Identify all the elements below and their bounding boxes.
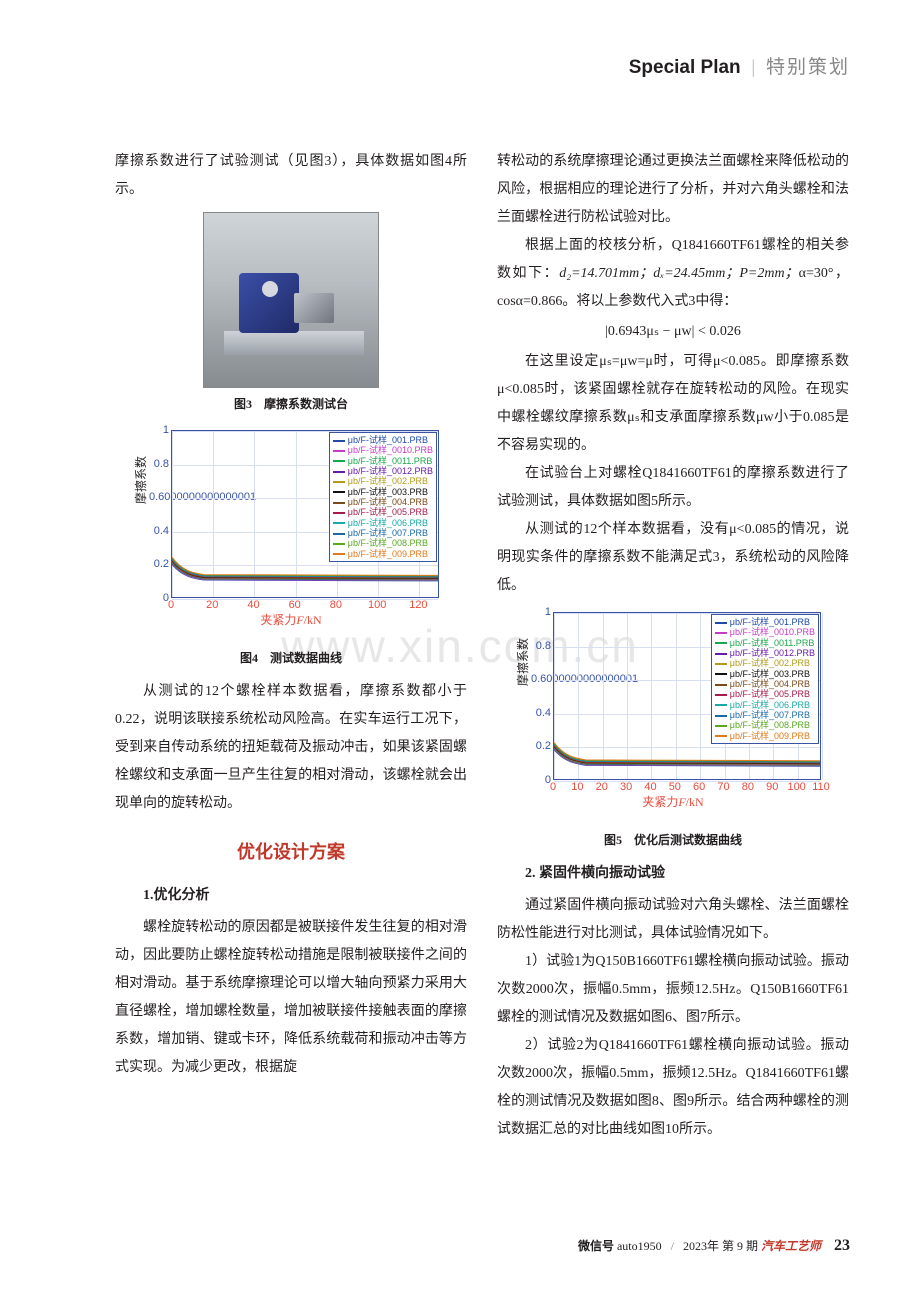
left-p3: 螺栓旋转松动的原因都是被联接件发生往复的相对滑动，因此要防止螺栓旋转松动措施是限…: [115, 914, 467, 1082]
right-p7: 1）试验1为Q150B1660TF61螺栓横向振动试验。振动次数2000次，振幅…: [497, 948, 849, 1032]
page-header: Special Plan | 特别策划: [629, 52, 850, 79]
figure-3-caption: 图3 摩擦系数测试台: [115, 392, 467, 416]
left-p2: 从测试的12个螺栓样本数据看，摩擦系数都小于0.22，说明该联接系统松动风险高。…: [115, 678, 467, 818]
subhead-1: 1.优化分析: [115, 882, 467, 910]
right-p5: 从测试的12个样本数据看，没有μ<0.085的情况，说明现实条件的摩擦系数不能满…: [497, 516, 849, 600]
section-title-optimize: 优化设计方案: [115, 834, 467, 870]
right-p2b: d₂=14.701mm；dₓ=24.45mm；P=2mm；: [559, 266, 798, 281]
figure-4-caption: 图4 测试数据曲线: [115, 646, 467, 670]
footer-wechat: auto1950: [617, 1239, 662, 1253]
header-divider: |: [751, 57, 755, 78]
footer-issue: 2023年 第 9 期: [683, 1239, 758, 1253]
footer-wechat-label: 微信号: [578, 1239, 614, 1253]
left-p1: 摩擦系数进行了试验测试（见图3），具体数据如图4所示。: [115, 148, 467, 204]
right-column: 转松动的系统摩擦理论通过更换法兰面螺栓来降低松动的风险，根据相应的理论进行了分析…: [497, 148, 849, 1144]
figure-4-chart: 00.20.40.60000000000000010.8102040608010…: [131, 424, 451, 642]
right-p4: 在试验台上对螺栓Q1841660TF61的摩擦系数进行了试验测试，具体数据如图5…: [497, 460, 849, 516]
header-en: Special Plan: [629, 57, 741, 78]
right-p8: 2）试验2为Q1841660TF61螺栓横向振动试验。振动次数2000次，振幅0…: [497, 1032, 849, 1144]
figure-3-photo: [203, 212, 379, 388]
right-p6: 通过紧固件横向振动试验对六角头螺栓、法兰面螺栓防松性能进行对比测试，具体试验情况…: [497, 892, 849, 948]
formula-3: |0.6943μₛ − μᴡ| < 0.026: [497, 318, 849, 346]
content-area: 摩擦系数进行了试验测试（见图3），具体数据如图4所示。 图3 摩擦系数测试台 0…: [115, 148, 850, 1144]
right-p2: 根据上面的校核分析，Q1841660TF61螺栓的相关参数如下：d₂=14.70…: [497, 232, 849, 316]
footer-magazine: 汽车工艺师: [761, 1239, 821, 1253]
footer-page-number: 23: [834, 1237, 850, 1254]
header-cn: 特别策划: [766, 57, 850, 78]
page-footer: 微信号 auto1950 / 2023年 第 9 期 汽车工艺师 23: [578, 1237, 850, 1255]
right-p1: 转松动的系统摩擦理论通过更换法兰面螺栓来降低松动的风险，根据相应的理论进行了分析…: [497, 148, 849, 232]
right-p3: 在这里设定μₛ=μᴡ=μ时，可得μ<0.085。即摩擦系数μ<0.085时，该紧…: [497, 348, 849, 460]
figure-5-caption: 图5 优化后测试数据曲线: [497, 828, 849, 852]
subhead-2: 2. 紧固件横向振动试验: [497, 860, 849, 888]
left-column: 摩擦系数进行了试验测试（见图3），具体数据如图4所示。 图3 摩擦系数测试台 0…: [115, 148, 467, 1144]
figure-5-chart: 00.20.40.60000000000000010.8101020304050…: [513, 606, 833, 824]
